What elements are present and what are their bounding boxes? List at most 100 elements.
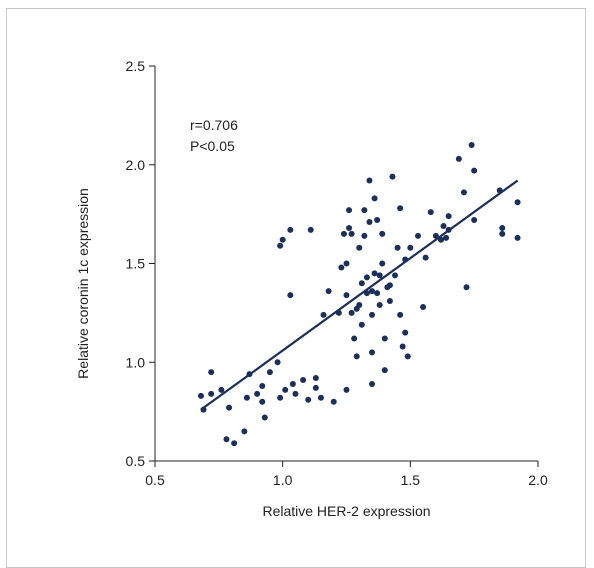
scatter-chart: 0.5 1.0 1.5 2.0 0.5 1.0 1.5 2.0 2.5 r=0.706 P<0… bbox=[75, 58, 548, 519]
x-tick-label: 1.5 bbox=[401, 472, 421, 488]
data-point bbox=[463, 284, 470, 291]
data-point bbox=[392, 272, 399, 279]
data-point bbox=[397, 205, 404, 212]
y-tick-label: 2.0 bbox=[126, 157, 146, 173]
data-point bbox=[243, 394, 250, 401]
data-point bbox=[440, 222, 447, 229]
data-point bbox=[266, 369, 273, 376]
data-point bbox=[499, 230, 506, 237]
data-point bbox=[407, 244, 414, 251]
x-tick-label: 0.5 bbox=[145, 472, 165, 488]
data-point bbox=[343, 292, 350, 299]
data-point bbox=[231, 440, 238, 447]
data-point bbox=[445, 213, 452, 220]
data-point bbox=[325, 288, 332, 295]
data-point bbox=[259, 398, 266, 405]
data-point bbox=[369, 311, 376, 318]
data-point bbox=[374, 217, 381, 224]
data-point bbox=[356, 244, 363, 251]
p-value-annotation: P<0.05 bbox=[190, 138, 235, 154]
data-point bbox=[371, 270, 378, 277]
data-point bbox=[369, 349, 376, 356]
data-point bbox=[379, 230, 386, 237]
data-point bbox=[356, 301, 363, 308]
data-point bbox=[259, 382, 266, 389]
data-point bbox=[343, 260, 350, 267]
data-point bbox=[404, 353, 411, 360]
data-point bbox=[208, 369, 215, 376]
data-point bbox=[369, 288, 376, 295]
data-point bbox=[351, 335, 358, 342]
data-point bbox=[254, 390, 261, 397]
y-tick-label: 1.5 bbox=[126, 256, 146, 272]
data-point bbox=[363, 274, 370, 281]
data-point bbox=[223, 436, 230, 443]
data-point bbox=[346, 224, 353, 231]
data-point bbox=[397, 311, 404, 318]
data-point bbox=[427, 209, 434, 216]
data-point bbox=[343, 386, 350, 393]
y-tick-label: 2.5 bbox=[126, 58, 146, 74]
data-point bbox=[499, 224, 506, 231]
data-point bbox=[514, 199, 521, 206]
data-point bbox=[261, 414, 268, 421]
data-point bbox=[468, 142, 475, 148]
data-point bbox=[289, 380, 296, 387]
data-point bbox=[386, 282, 393, 289]
data-point bbox=[226, 404, 233, 411]
data-point bbox=[338, 264, 345, 271]
figure-frame bbox=[6, 8, 586, 568]
data-point bbox=[420, 303, 427, 310]
correlation-annotation: r=0.706 bbox=[190, 117, 238, 133]
data-point bbox=[353, 353, 360, 360]
data-point bbox=[414, 232, 421, 239]
data-point bbox=[241, 428, 248, 435]
data-point bbox=[471, 217, 478, 224]
data-point bbox=[197, 392, 204, 399]
data-point bbox=[287, 292, 294, 299]
data-point bbox=[371, 195, 378, 202]
y-ticks: 0.5 1.0 1.5 2.0 2.5 bbox=[126, 58, 155, 469]
data-point bbox=[381, 367, 388, 374]
data-point bbox=[348, 309, 355, 316]
data-point bbox=[282, 386, 289, 393]
data-point bbox=[358, 321, 365, 328]
data-point bbox=[389, 173, 396, 180]
data-point bbox=[277, 242, 284, 249]
data-point bbox=[312, 384, 319, 391]
data-point bbox=[208, 390, 215, 397]
data-point bbox=[330, 398, 337, 405]
data-point bbox=[300, 377, 307, 384]
data-point bbox=[394, 244, 401, 251]
data-point bbox=[287, 226, 294, 233]
data-point bbox=[340, 230, 347, 237]
x-axis-title: Relative HER-2 expression bbox=[262, 503, 430, 519]
data-point bbox=[460, 189, 467, 196]
data-point bbox=[381, 335, 388, 342]
data-point bbox=[386, 298, 393, 305]
data-point bbox=[348, 230, 355, 237]
y-tick-label: 1.0 bbox=[126, 354, 146, 370]
data-point bbox=[277, 394, 284, 401]
data-point bbox=[305, 396, 312, 403]
data-point bbox=[320, 311, 327, 318]
data-point bbox=[292, 390, 299, 397]
data-point bbox=[471, 167, 478, 174]
y-axis-title: Relative coronin 1c expression bbox=[75, 188, 91, 379]
data-point bbox=[274, 359, 281, 366]
data-point bbox=[402, 329, 409, 336]
data-point bbox=[279, 236, 286, 243]
data-point bbox=[361, 207, 368, 214]
data-point bbox=[379, 260, 386, 267]
data-point bbox=[514, 234, 521, 241]
data-point bbox=[307, 226, 314, 233]
x-ticks: 0.5 1.0 1.5 2.0 bbox=[145, 461, 548, 488]
data-point bbox=[361, 232, 368, 239]
data-point bbox=[443, 234, 450, 241]
data-point bbox=[455, 155, 462, 162]
data-point bbox=[218, 386, 225, 393]
data-point bbox=[369, 380, 376, 387]
data-point bbox=[358, 280, 365, 287]
data-point bbox=[346, 207, 353, 214]
data-point bbox=[376, 272, 383, 279]
